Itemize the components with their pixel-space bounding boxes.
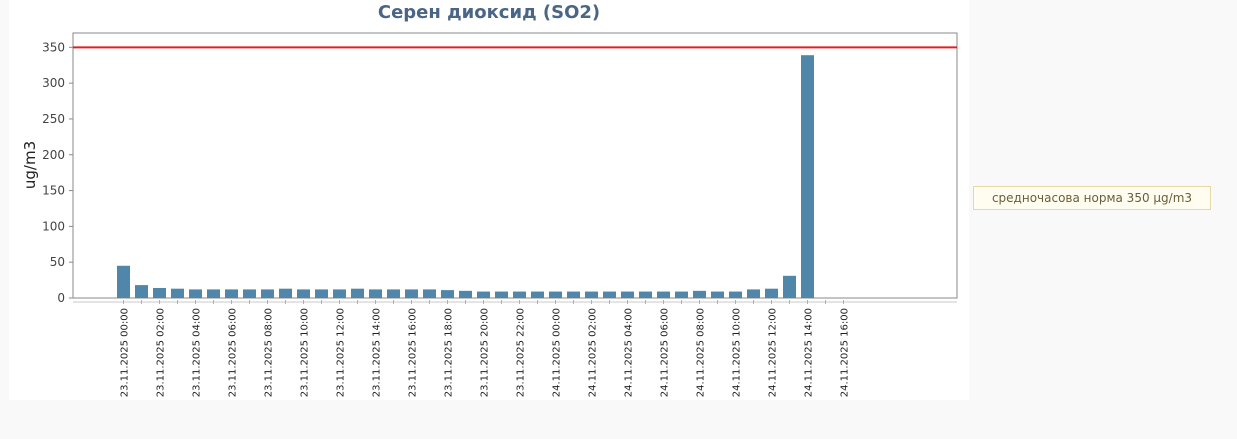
- bar: [261, 289, 274, 298]
- bar: [603, 291, 616, 298]
- bar: [189, 289, 202, 298]
- x-tick-label: 23.11.2025 08:00: [264, 308, 275, 397]
- y-tick-label: 200: [42, 148, 65, 162]
- bar: [405, 289, 418, 298]
- bar: [279, 288, 292, 298]
- x-tick-label: 23.11.2025 10:00: [300, 308, 311, 397]
- y-axis-title: ug/m3: [21, 141, 39, 189]
- chart-title: Серен диоксид (SO2): [377, 2, 601, 23]
- x-tick-label: 24.11.2025 08:00: [696, 308, 707, 397]
- x-tick-label: 24.11.2025 16:00: [840, 308, 851, 397]
- x-tick-label: 24.11.2025 04:00: [624, 308, 635, 397]
- x-tick-label: 23.11.2025 00:00: [120, 308, 131, 397]
- bar: [369, 289, 382, 298]
- bar: [153, 287, 166, 298]
- y-tick-label: 300: [42, 76, 65, 90]
- x-tick-label: 23.11.2025 16:00: [408, 308, 419, 397]
- bar: [765, 288, 778, 298]
- bar: [315, 289, 328, 298]
- bar: [171, 288, 184, 298]
- bar: [333, 289, 346, 298]
- bar: [801, 55, 814, 299]
- y-tick-label: 150: [42, 184, 65, 198]
- bar: [693, 290, 706, 298]
- x-tick-label: 24.11.2025 02:00: [588, 308, 599, 397]
- bar: [225, 289, 238, 298]
- bar: [513, 291, 526, 298]
- bar: [297, 289, 310, 298]
- bar: [387, 289, 400, 298]
- bar: [567, 291, 580, 298]
- y-tick-label: 0: [57, 291, 65, 305]
- bar: [585, 291, 598, 298]
- bar: [207, 289, 220, 298]
- x-tick-label: 23.11.2025 02:00: [156, 308, 167, 397]
- bar: [351, 288, 364, 298]
- x-tick-label: 24.11.2025 14:00: [804, 308, 815, 397]
- x-tick-label: 24.11.2025 12:00: [768, 308, 779, 397]
- x-tick-label: 24.11.2025 00:00: [552, 308, 563, 397]
- x-tick-label: 24.11.2025 06:00: [660, 308, 671, 397]
- bar: [639, 291, 652, 298]
- bar: [243, 289, 256, 298]
- y-tick-label: 100: [42, 219, 65, 233]
- bar: [117, 265, 130, 298]
- bar: [675, 291, 688, 298]
- x-tick-label: 23.11.2025 14:00: [372, 308, 383, 397]
- bar: [135, 285, 148, 298]
- plot-area: [72, 32, 958, 299]
- bar: [783, 275, 796, 298]
- bar: [747, 289, 760, 298]
- x-tick-label: 23.11.2025 18:00: [444, 308, 455, 397]
- bar: [477, 291, 490, 298]
- bar: [711, 291, 724, 298]
- x-tick-label: 23.11.2025 20:00: [480, 308, 491, 397]
- y-tick-label: 250: [42, 112, 65, 126]
- bar: [729, 291, 742, 298]
- bar: [549, 291, 562, 298]
- y-tick-label: 350: [42, 40, 65, 54]
- bar: [657, 291, 670, 298]
- y-tick-label: 50: [50, 255, 65, 269]
- bar: [495, 291, 508, 298]
- x-tick-label: 23.11.2025 04:00: [192, 308, 203, 397]
- bar: [621, 291, 634, 298]
- x-tick-label: 23.11.2025 06:00: [228, 308, 239, 397]
- x-tick-label: 23.11.2025 22:00: [516, 308, 527, 397]
- bar: [459, 290, 472, 298]
- bar: [531, 291, 544, 298]
- bar: [423, 289, 436, 298]
- bar: [441, 290, 454, 298]
- threshold-note: средночасова норма 350 µg/m3: [973, 186, 1211, 210]
- x-tick-label: 23.11.2025 12:00: [336, 308, 347, 397]
- x-tick-label: 24.11.2025 10:00: [732, 308, 743, 397]
